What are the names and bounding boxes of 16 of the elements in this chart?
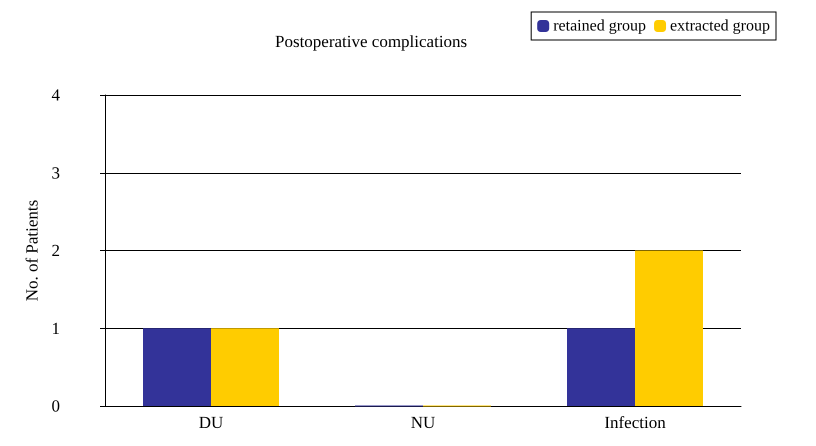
bar (211, 328, 279, 406)
bar (635, 250, 703, 406)
y-tick-label: 4 (52, 86, 60, 104)
x-tick-label: Infection (604, 413, 666, 432)
y-tick-label: 2 (52, 241, 60, 260)
x-tick-label: NU (410, 413, 436, 432)
legend-label: retained group (553, 18, 646, 34)
legend-label: extracted group (670, 18, 770, 34)
y-tick-label: 3 (52, 163, 60, 182)
y-tick-label: 1 (52, 318, 60, 338)
bar (143, 328, 211, 406)
bar (567, 328, 635, 406)
y-axis-title: No. of Patients (22, 200, 42, 302)
x-tick-label: DU (198, 413, 224, 432)
y-tick-label: 0 (52, 396, 60, 416)
chart-title: Postoperative complications (275, 32, 468, 51)
